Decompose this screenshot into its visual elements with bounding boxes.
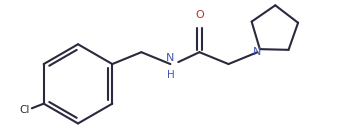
Text: N: N	[166, 53, 175, 63]
Text: Cl: Cl	[19, 105, 30, 115]
Text: O: O	[195, 10, 204, 20]
Text: N: N	[253, 47, 262, 57]
Text: H: H	[166, 70, 174, 80]
